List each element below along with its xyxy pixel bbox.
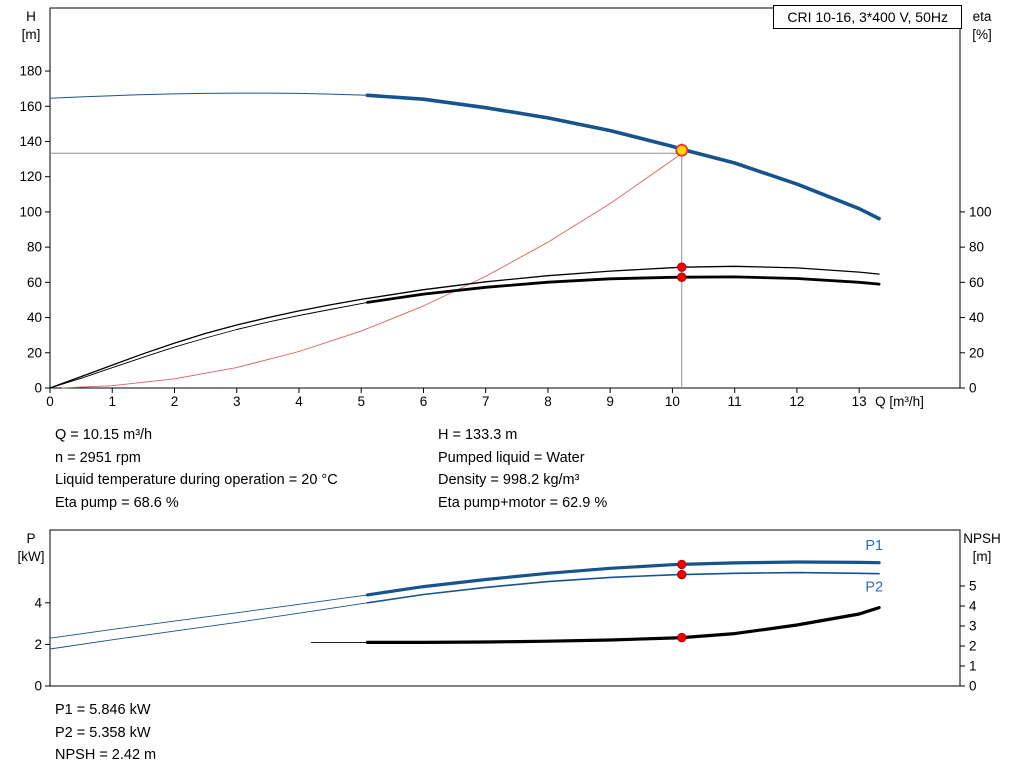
y-left-tick-label: 120 bbox=[19, 169, 42, 184]
eta-pump-dot-marker bbox=[677, 262, 687, 272]
npsh-dot-marker bbox=[677, 632, 687, 643]
npsh-curve bbox=[365, 606, 881, 644]
qh-curve-ext bbox=[49, 92, 368, 99]
y-right-tick-label: 40 bbox=[969, 310, 984, 325]
y-left-tick-label: 4 bbox=[34, 595, 42, 610]
info-line-npsh: NPSH = 2.42 m bbox=[55, 747, 157, 763]
x-tick-label: 5 bbox=[357, 394, 365, 409]
y-left-tick-label: 100 bbox=[19, 204, 42, 219]
x-tick-label: 10 bbox=[665, 394, 680, 409]
y-left-axis-title: P bbox=[26, 531, 35, 546]
p1-dot-marker bbox=[677, 559, 687, 570]
info-line-speed: n = 2951 rpm bbox=[55, 449, 141, 466]
y-right-tick-label: 80 bbox=[969, 240, 984, 255]
y-left-tick-label: 2 bbox=[34, 637, 42, 652]
y-left-tick-label: 80 bbox=[27, 240, 42, 255]
power-npsh-data: P1 = 5.846 kW P2 = 5.358 kW NPSH = 2.42 … bbox=[55, 699, 156, 767]
y-right-tick-label: 3 bbox=[969, 619, 977, 634]
y-left-tick-label: 180 bbox=[19, 64, 42, 79]
p2-curve-ext bbox=[49, 602, 368, 650]
x-tick-label: 12 bbox=[789, 394, 804, 409]
y-right-tick-label: 4 bbox=[969, 599, 977, 614]
system-curve bbox=[61, 152, 683, 389]
x-tick-label: 11 bbox=[728, 394, 742, 409]
y-right-tick-label: 60 bbox=[969, 275, 984, 290]
y-left-tick-label: 60 bbox=[27, 275, 42, 290]
y-right-axis-title: NPSH bbox=[963, 531, 1001, 546]
info-line-density: Density = 998.2 kg/m³ bbox=[438, 472, 580, 488]
p2-curve bbox=[366, 571, 880, 604]
info-line-eta-pump-motor: Eta pump+motor = 62.9 % bbox=[438, 494, 608, 511]
y-right-axis-title: eta bbox=[973, 9, 992, 24]
y-right-axis-title: [%] bbox=[972, 27, 992, 42]
x-tick-label: 8 bbox=[544, 394, 552, 409]
x-tick-label: 6 bbox=[420, 394, 428, 409]
y-left-tick-label: 40 bbox=[27, 310, 42, 325]
operating-data-left: Q = 10.15 m³/h n = 2951 rpm Liquid tempe… bbox=[55, 424, 338, 514]
p1-curve-ext bbox=[49, 594, 368, 639]
eta-pump-motor-curve bbox=[366, 275, 881, 304]
x-tick-label: 3 bbox=[233, 394, 241, 409]
y-left-tick-label: 0 bbox=[34, 381, 42, 396]
eta-pump-motor-curve-ext bbox=[49, 301, 368, 389]
series-label-p1: P1 bbox=[865, 538, 883, 554]
p1-curve bbox=[365, 560, 881, 597]
y-left-axis-title: [m] bbox=[22, 27, 41, 42]
y-left-tick-label: 160 bbox=[19, 99, 42, 114]
x-tick-label: 4 bbox=[295, 394, 303, 409]
operating-data-right: H = 133.3 m Pumped liquid = Water Densit… bbox=[438, 424, 607, 514]
info-line-head: H = 133.3 m bbox=[438, 427, 518, 443]
x-tick-label: 13 bbox=[852, 394, 867, 409]
chart-title-box: CRI 10-16, 3*400 V, 50Hz bbox=[773, 5, 962, 29]
y-left-axis-title: H bbox=[26, 9, 36, 24]
power-npsh-chart-border bbox=[49, 529, 961, 687]
x-tick-label: 1 bbox=[108, 394, 116, 409]
x-axis-title: Q [m³/h] bbox=[875, 394, 924, 409]
y-right-tick-label: 0 bbox=[969, 381, 977, 396]
y-right-tick-label: 20 bbox=[969, 345, 984, 360]
info-line-p1: P1 = 5.846 kW bbox=[55, 702, 151, 718]
y-right-tick-label: 5 bbox=[969, 579, 977, 594]
p2-dot-marker bbox=[677, 569, 687, 580]
y-left-axis-title: [kW] bbox=[18, 549, 45, 564]
info-line-flow: Q = 10.15 m³/h bbox=[55, 427, 153, 443]
qh-eta-chart-border bbox=[49, 7, 961, 389]
info-line-pumped-liquid: Pumped liquid = Water bbox=[438, 449, 585, 466]
y-left-tick-label: 140 bbox=[19, 134, 42, 149]
duty-point-marker[interactable] bbox=[675, 143, 689, 157]
x-tick-label: 0 bbox=[46, 394, 54, 409]
y-right-tick-label: 0 bbox=[969, 679, 977, 694]
eta-pump-motor-dot-marker bbox=[677, 272, 687, 282]
eta-pump-curve bbox=[49, 265, 880, 389]
x-tick-label: 2 bbox=[171, 394, 179, 409]
info-line-p2: P2 = 5.358 kW bbox=[55, 724, 151, 741]
y-right-tick-label: 2 bbox=[969, 639, 977, 654]
series-label-p2: P2 bbox=[865, 579, 883, 595]
info-line-liquid-temp: Liquid temperature during operation = 20… bbox=[55, 472, 338, 488]
info-line-eta-pump: Eta pump = 68.6 % bbox=[55, 494, 179, 511]
y-left-tick-label: 0 bbox=[34, 679, 42, 694]
y-right-tick-label: 100 bbox=[969, 204, 992, 219]
x-tick-label: 9 bbox=[606, 394, 614, 409]
y-left-tick-label: 20 bbox=[27, 345, 42, 360]
qh-curve bbox=[365, 93, 881, 221]
x-tick-label: 7 bbox=[482, 394, 490, 409]
y-right-tick-label: 1 bbox=[969, 659, 977, 674]
y-right-axis-title: [m] bbox=[973, 549, 992, 564]
